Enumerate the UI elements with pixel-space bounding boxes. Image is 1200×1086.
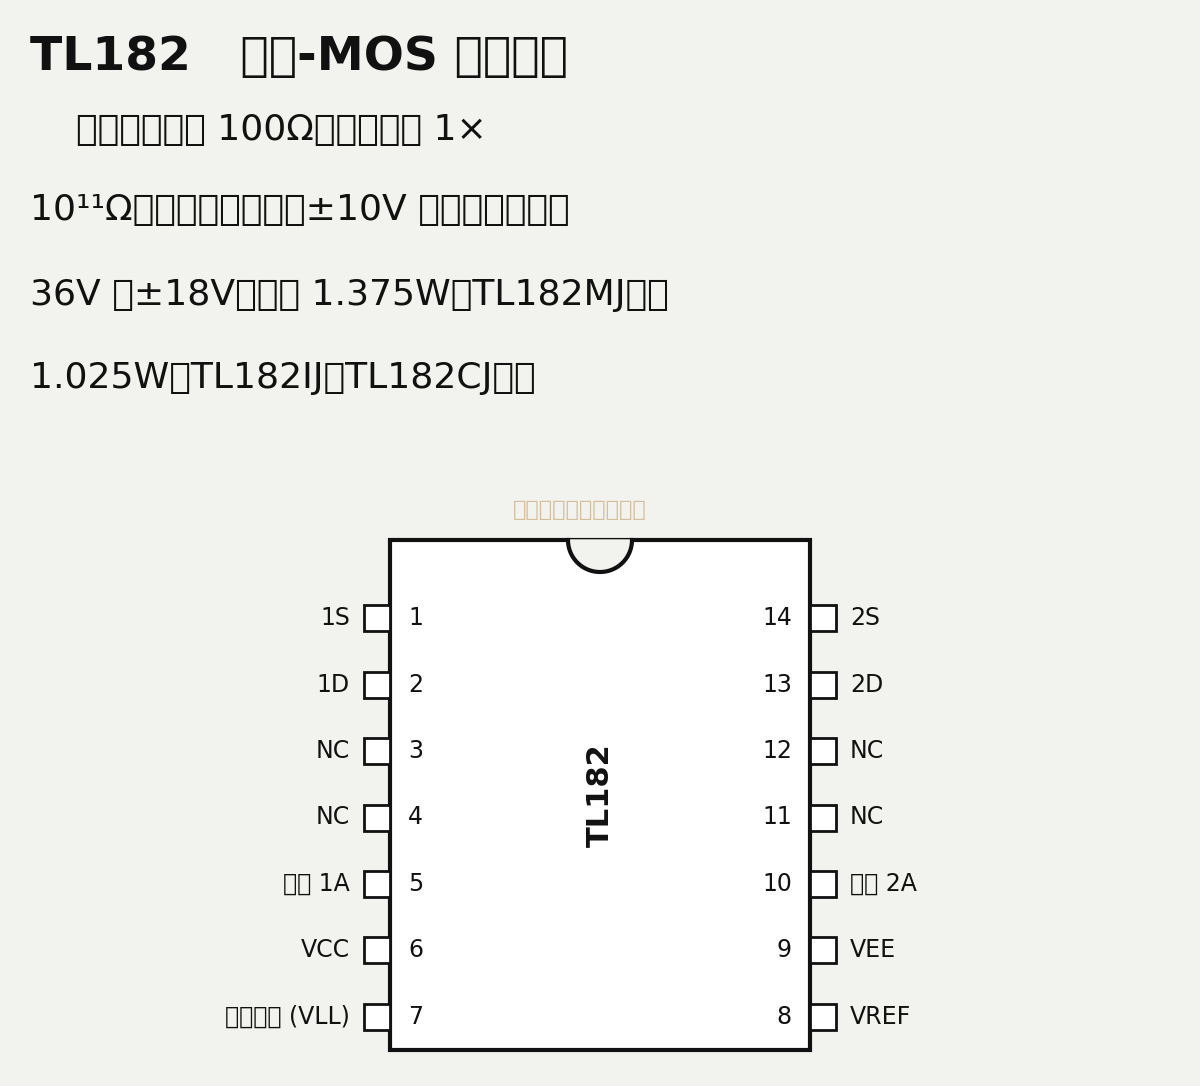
Text: 控制 1A: 控制 1A xyxy=(283,872,350,896)
Text: 控制 2A: 控制 2A xyxy=(850,872,917,896)
Bar xyxy=(364,671,390,697)
Text: NC: NC xyxy=(316,740,350,763)
Text: 2: 2 xyxy=(408,672,424,696)
Bar xyxy=(810,937,836,963)
Bar xyxy=(364,871,390,897)
Text: 11: 11 xyxy=(762,806,792,830)
Text: 4: 4 xyxy=(408,806,424,830)
Text: 1S: 1S xyxy=(320,606,350,630)
Text: 10¹¹Ω；输入模拟信号在±10V 内；工作电压为: 10¹¹Ω；输入模拟信号在±10V 内；工作电压为 xyxy=(30,193,570,227)
Text: 10: 10 xyxy=(762,872,792,896)
Text: VREF: VREF xyxy=(850,1005,911,1028)
Text: 6: 6 xyxy=(408,938,424,962)
Text: 杭州将鑫科技有限公司: 杭州将鑫科技有限公司 xyxy=(514,500,647,520)
Bar xyxy=(364,738,390,765)
Text: TL182   双极-MOS 模拟开关: TL182 双极-MOS 模拟开关 xyxy=(30,36,568,80)
Bar xyxy=(810,1003,836,1030)
Text: 7: 7 xyxy=(408,1005,424,1028)
Text: 12: 12 xyxy=(762,740,792,763)
Text: NC: NC xyxy=(850,740,884,763)
Bar xyxy=(390,540,810,1050)
Bar xyxy=(364,605,390,631)
Text: NC: NC xyxy=(850,806,884,830)
Text: VEE: VEE xyxy=(850,938,896,962)
Text: 36V 或±18V；功耗 1.375W（TL182MJ）、: 36V 或±18V；功耗 1.375W（TL182MJ）、 xyxy=(30,278,668,312)
Text: 1D: 1D xyxy=(317,672,350,696)
Bar xyxy=(364,937,390,963)
Bar xyxy=(364,805,390,831)
Text: 1.025W（TL182IJ、TL182CJ）。: 1.025W（TL182IJ、TL182CJ）。 xyxy=(30,361,535,395)
Text: 开关接通电阻 100Ω，开路电阻 1×: 开关接通电阻 100Ω，开路电阻 1× xyxy=(30,113,487,147)
Bar xyxy=(364,1003,390,1030)
Text: VCC: VCC xyxy=(301,938,350,962)
Text: 3: 3 xyxy=(408,740,424,763)
Text: NC: NC xyxy=(316,806,350,830)
Text: 5: 5 xyxy=(408,872,424,896)
Bar xyxy=(810,805,836,831)
Bar xyxy=(810,671,836,697)
Text: 逻辑电源 (VLL): 逻辑电源 (VLL) xyxy=(226,1005,350,1028)
Text: 9: 9 xyxy=(778,938,792,962)
Text: 13: 13 xyxy=(762,672,792,696)
Text: 1: 1 xyxy=(408,606,422,630)
Text: 2D: 2D xyxy=(850,672,883,696)
Polygon shape xyxy=(568,540,632,572)
Text: 14: 14 xyxy=(762,606,792,630)
Text: 2S: 2S xyxy=(850,606,880,630)
Bar xyxy=(810,738,836,765)
Bar xyxy=(810,605,836,631)
Text: TL182: TL182 xyxy=(586,743,614,847)
Bar xyxy=(810,871,836,897)
Text: 8: 8 xyxy=(776,1005,792,1028)
